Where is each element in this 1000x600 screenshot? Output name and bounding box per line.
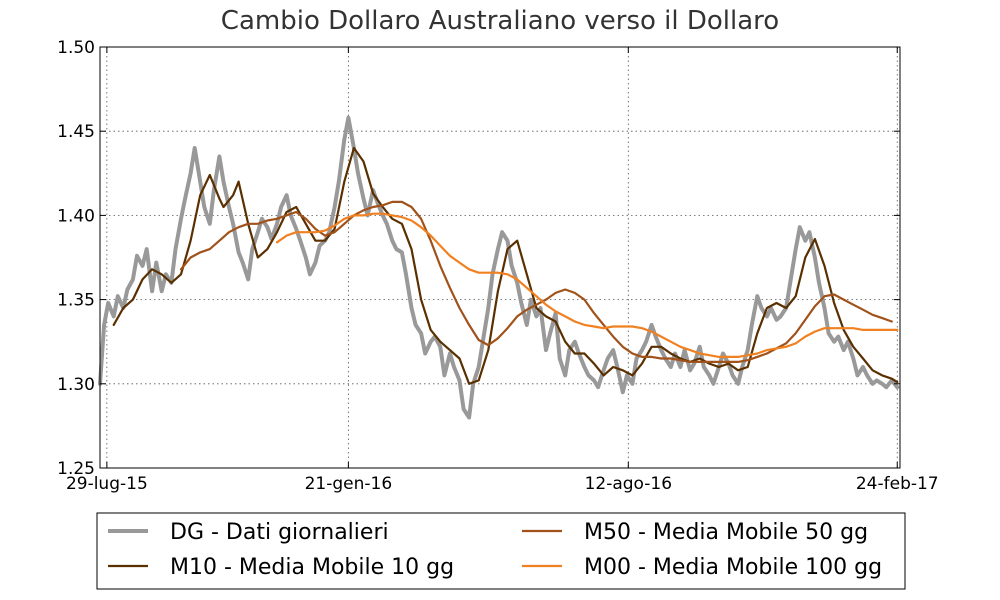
plot-frame: [99, 46, 901, 469]
y-tick-label: 1.50: [57, 38, 95, 58]
legend-label: M00 - Media Mobile 100 gg: [584, 555, 882, 580]
legend-label: DG - Dati giornalieri: [170, 520, 389, 545]
x-tick-label: 29-lug-15: [66, 474, 148, 494]
series-line-2: [179, 200, 893, 363]
axis-ticks: 1.25 1.30 1.35 1.40 1.45 1.50 29-lug-15 21-gen-…: [57, 38, 939, 494]
y-tick-label: 1.30: [57, 375, 95, 395]
y-tick-label: 1.25: [57, 459, 95, 479]
x-tick-label: 24-feb-17: [856, 474, 939, 494]
x-tick-label: 12-ago-16: [585, 474, 672, 494]
legend-box: [96, 512, 906, 590]
legend: DG - Dati giornalieri M10 - Media Mobile …: [96, 512, 906, 590]
series-line-1: [112, 146, 899, 385]
y-tick-label: 1.45: [57, 122, 95, 142]
y-tick-label: 1.40: [57, 206, 95, 226]
legend-label: M10 - Media Mobile 10 gg: [170, 555, 454, 580]
series-line-3: [275, 212, 899, 358]
series-line-0: [98, 115, 900, 420]
legend-label: M50 - Media Mobile 50 gg: [584, 520, 868, 545]
series-layer: [98, 115, 900, 420]
grid: [100, 47, 900, 468]
y-tick-label: 1.35: [57, 291, 95, 311]
x-tick-label: 21-gen-16: [305, 474, 393, 494]
chart-title: Cambio Dollaro Australiano verso il Doll…: [221, 6, 779, 36]
